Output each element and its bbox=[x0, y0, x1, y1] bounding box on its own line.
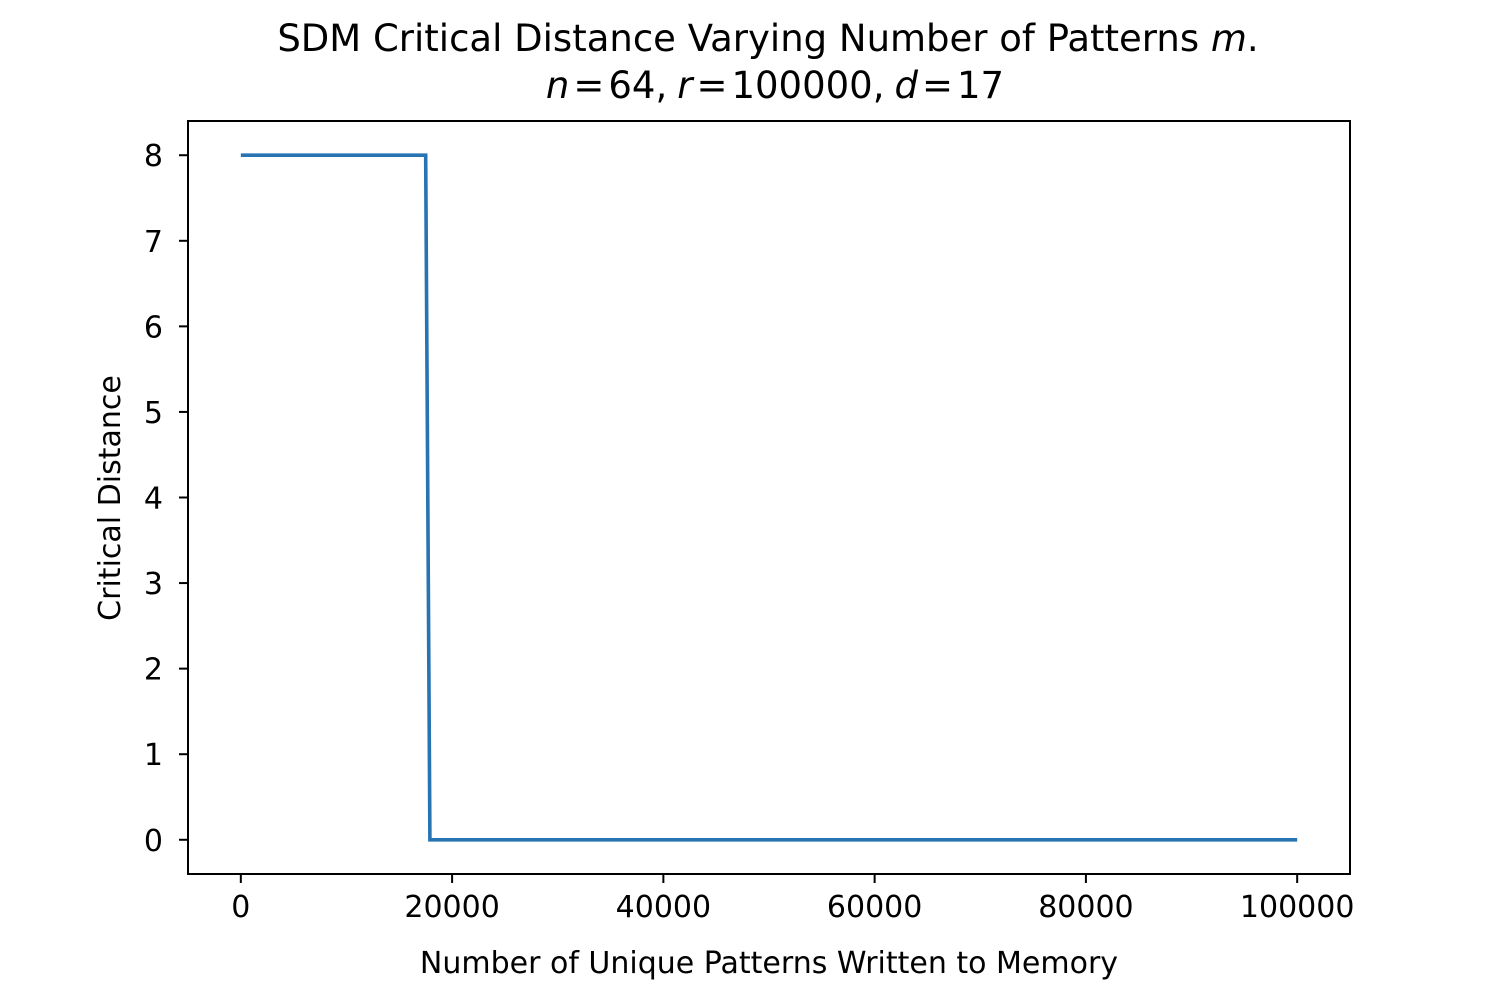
subtitle-n-var: n bbox=[546, 64, 569, 107]
x-tick-label: 20000 bbox=[404, 890, 499, 925]
series-group bbox=[240, 153, 1298, 842]
x-axis-ticks: 0 20000 40000 60000 80000 100000 bbox=[231, 874, 1354, 925]
y-axis-ticks: 0 1 2 3 4 5 6 7 8 bbox=[144, 139, 188, 859]
x-axis-label: Number of Unique Patterns Written to Mem… bbox=[420, 946, 1118, 981]
chart-title: SDM Critical Distance Varying Number of … bbox=[277, 17, 1258, 60]
chart-title-var-m: m bbox=[1211, 17, 1247, 60]
x-tick-label: 80000 bbox=[1038, 890, 1133, 925]
y-tick-label: 5 bbox=[144, 396, 163, 431]
y-tick-label: 8 bbox=[144, 139, 163, 174]
y-tick-label: 6 bbox=[144, 310, 163, 345]
subtitle-d-val: 17 bbox=[957, 64, 1004, 107]
subtitle-r-var: r bbox=[677, 64, 695, 107]
subtitle-eq-3: = bbox=[922, 64, 953, 107]
y-axis-label: Critical Distance bbox=[93, 375, 128, 621]
subtitle-eq-2: = bbox=[696, 64, 727, 107]
y-tick-label: 4 bbox=[144, 482, 163, 517]
y-tick-label: 3 bbox=[144, 567, 163, 602]
plot-frame bbox=[187, 120, 1351, 875]
y-tick-label: 2 bbox=[144, 653, 163, 688]
chart-title-main: SDM Critical Distance Varying Number of … bbox=[277, 17, 1211, 60]
series-line-0 bbox=[240, 153, 1298, 842]
subtitle-d-var: d bbox=[894, 64, 918, 107]
y-tick-label: 0 bbox=[144, 824, 163, 859]
subtitle-r-val: 100000, bbox=[731, 64, 884, 107]
chart-subtitle: n = 64, r = 100000, d = 17 bbox=[546, 64, 1004, 107]
subtitle-n-val: 64, bbox=[608, 64, 667, 107]
x-tick-label: 0 bbox=[231, 890, 250, 925]
x-tick-label: 100000 bbox=[1240, 890, 1355, 925]
y-tick-label: 7 bbox=[144, 225, 163, 260]
chart-title-period: . bbox=[1247, 17, 1259, 60]
y-tick-label: 1 bbox=[144, 738, 163, 773]
x-tick-label: 60000 bbox=[827, 890, 922, 925]
x-tick-label: 40000 bbox=[616, 890, 711, 925]
subtitle-eq-1: = bbox=[573, 64, 604, 107]
